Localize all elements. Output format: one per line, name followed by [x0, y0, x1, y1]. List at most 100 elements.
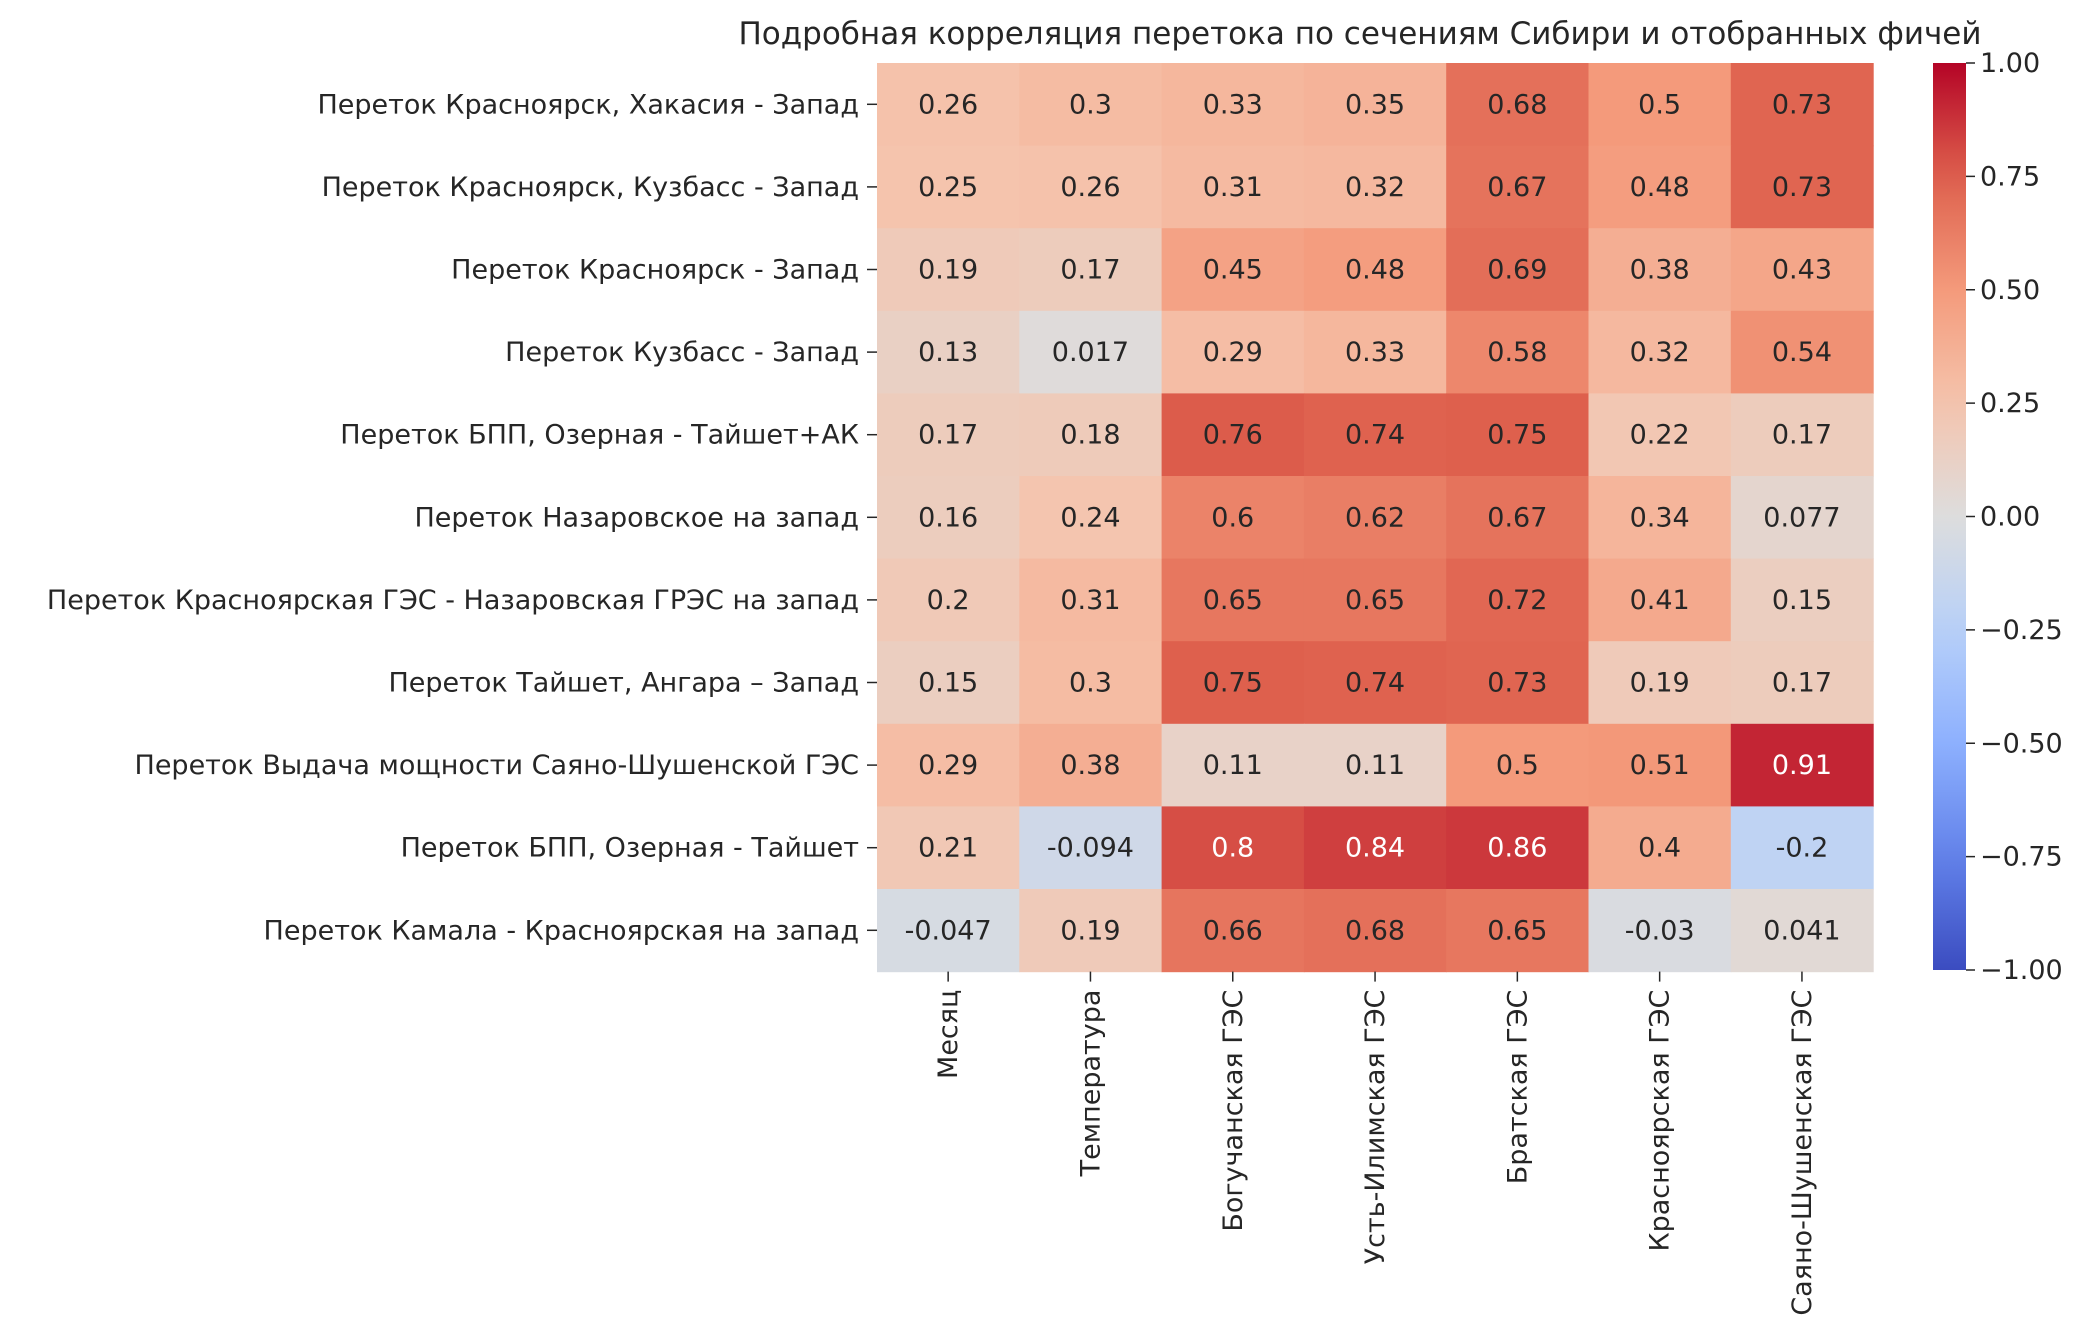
- cell-value-label: 0.86: [1487, 833, 1547, 864]
- cell-value-label: 0.38: [1630, 255, 1690, 286]
- heatmap-cell: [1161, 145, 1305, 229]
- heatmap-cell: [877, 889, 1020, 973]
- heatmap-cell: [1446, 641, 1590, 725]
- heatmap-cell: [1730, 228, 1874, 312]
- heatmap-cell: [1588, 145, 1732, 229]
- row-label: Переток Красноярск, Кузбасс - Запад: [322, 172, 859, 203]
- colorbar-tick-label: −1.00: [1980, 955, 2063, 986]
- heatmap-cell: [1303, 145, 1447, 229]
- cell-value-label: 0.22: [1630, 420, 1690, 451]
- cell-value-label: 0.35: [1345, 89, 1405, 120]
- heatmap-cell: [1303, 806, 1447, 890]
- column-label: Красноярская ГЭС: [1645, 990, 1676, 1252]
- cell-value-label: -0.03: [1625, 915, 1695, 946]
- cell-value-label: -0.047: [905, 915, 992, 946]
- cell-value-label: 0.29: [918, 750, 978, 781]
- cell-value-label: 0.11: [1203, 750, 1263, 781]
- colorbar-tick-label: −0.50: [1980, 728, 2063, 759]
- cell-value-label: 0.43: [1772, 255, 1832, 286]
- cell-value-label: 0.91: [1772, 750, 1832, 781]
- heatmap-cell: [1161, 310, 1305, 394]
- cell-value-label: 0.75: [1487, 420, 1547, 451]
- cell-value-label: 0.51: [1630, 750, 1690, 781]
- heatmap-cell: [1161, 393, 1305, 477]
- row-label: Переток БПП, Озерная - Тайшет+АК: [340, 420, 859, 451]
- cell-value-label: 0.17: [1772, 668, 1832, 699]
- cell-value-label: 0.76: [1203, 420, 1263, 451]
- cell-value-label: 0.19: [1060, 915, 1120, 946]
- heatmap-cell: [1161, 558, 1305, 642]
- colorbar-tick-label: −0.25: [1980, 615, 2063, 646]
- heatmap-cell: [1730, 889, 1874, 973]
- heatmap-cell: [1588, 806, 1732, 890]
- colorbar: 1.00 0.75 0.50 0.25 0.00 −0.25 −0.50 −0.75 −1.00: [1933, 48, 2063, 986]
- heatmap-cell: [1019, 641, 1163, 725]
- cell-value-label: 0.41: [1630, 585, 1690, 616]
- row-label: Переток Выдача мощности Саяно-Шушенской …: [135, 750, 859, 781]
- column-label: Месяц: [933, 990, 964, 1079]
- colorbar-tick-label: 0.25: [1980, 388, 2040, 419]
- heatmap-cell: [877, 806, 1020, 890]
- colorbar-tick-label: 0.50: [1980, 275, 2040, 306]
- heatmap-cell: [1161, 641, 1305, 725]
- heatmap-cell: [1019, 889, 1163, 973]
- cell-value-label: 0.26: [1060, 172, 1120, 203]
- heatmap-cell: [1161, 228, 1305, 312]
- cell-value-labels: 0.26 0.3 0.33 0.35 0.68 0.5 0.73 0.25 0.26 0.31 0.…: [905, 89, 1841, 946]
- heatmap-cell: [1161, 806, 1305, 890]
- colorbar-gradient: [1933, 63, 1966, 970]
- cell-value-label: -0.094: [1047, 833, 1134, 864]
- heatmap-cell: [1019, 476, 1163, 560]
- cell-value-label: 0.62: [1345, 502, 1405, 533]
- cell-value-label: 0.041: [1763, 915, 1840, 946]
- heatmap-cell: [1730, 310, 1874, 394]
- heatmap-cell: [1588, 723, 1732, 807]
- cell-value-label: 0.31: [1060, 585, 1120, 616]
- cell-value-label: 0.67: [1487, 172, 1547, 203]
- row-label: Переток Красноярская ГЭС - Назаровская Г…: [47, 585, 859, 616]
- heatmap-cell: [1730, 393, 1874, 477]
- heatmap-cell: [1303, 641, 1447, 725]
- heatmap-cell: [1161, 63, 1305, 147]
- heatmap-cell: [1588, 476, 1732, 560]
- heatmap-cell: [1446, 723, 1590, 807]
- colorbar-tick-label: 0.75: [1980, 161, 2040, 192]
- heatmap-cell: [1161, 476, 1305, 560]
- heatmap-cell: [1303, 310, 1447, 394]
- heatmap-cell: [1730, 806, 1874, 890]
- column-label: Усть-Илимская ГЭС: [1360, 990, 1391, 1265]
- cell-value-label: 0.17: [918, 420, 978, 451]
- cell-value-label: 0.13: [918, 337, 978, 368]
- row-labels: Переток Красноярск, Хакасия - Запад Перет…: [47, 89, 877, 946]
- heatmap-cell: [877, 723, 1020, 807]
- heatmap-cell: [1588, 393, 1732, 477]
- heatmap-cell: [1019, 558, 1163, 642]
- cell-value-label: 0.68: [1345, 915, 1405, 946]
- cell-value-label: 0.8: [1211, 833, 1254, 864]
- heatmap-cell: [877, 641, 1020, 725]
- cell-value-label: 0.74: [1345, 668, 1405, 699]
- heatmap-cell: [1588, 63, 1732, 147]
- heatmap-cell: [1588, 641, 1732, 725]
- heatmap-cell: [1446, 310, 1590, 394]
- heatmap-cell: [1730, 476, 1874, 560]
- cell-value-label: 0.25: [918, 172, 978, 203]
- cell-value-label: 0.33: [1345, 337, 1405, 368]
- cell-value-label: 0.48: [1630, 172, 1690, 203]
- heatmap-cell: [877, 228, 1020, 312]
- heatmap-cell: [1161, 723, 1305, 807]
- row-label: Переток Красноярск, Хакасия - Запад: [317, 89, 859, 120]
- cell-value-label: 0.3: [1069, 668, 1112, 699]
- cell-value-label: 0.72: [1487, 585, 1547, 616]
- cell-value-label: 0.66: [1203, 915, 1263, 946]
- cell-value-label: 0.34: [1630, 502, 1690, 533]
- cell-value-label: 0.75: [1203, 668, 1263, 699]
- cell-value-label: 0.32: [1345, 172, 1405, 203]
- heatmap-cell: [1730, 641, 1874, 725]
- heatmap-cell: [1303, 889, 1447, 973]
- heatmap-cell: [1446, 393, 1590, 477]
- heatmap-cell: [1303, 228, 1447, 312]
- row-label: Переток Назаровское на запад: [414, 502, 859, 533]
- colorbar-tick-label: −0.75: [1980, 842, 2063, 873]
- cell-value-label: 0.32: [1630, 337, 1690, 368]
